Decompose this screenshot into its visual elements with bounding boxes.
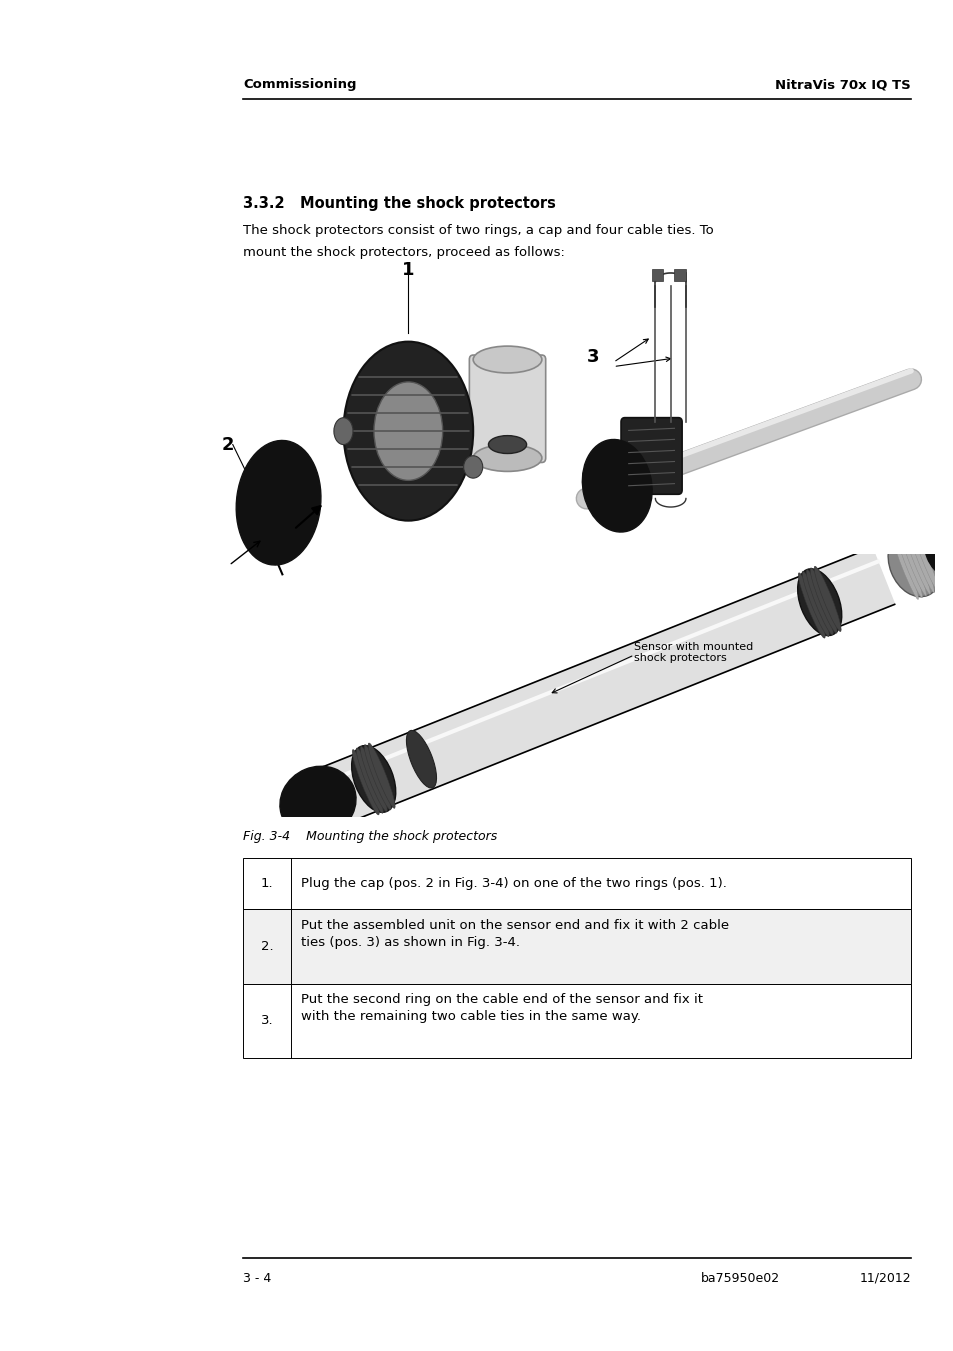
Ellipse shape	[352, 746, 395, 812]
Text: 2: 2	[221, 435, 233, 454]
Text: The shock protectors consist of two rings, a cap and four cable ties. To: The shock protectors consist of two ring…	[243, 224, 713, 238]
Text: Fig. 3-4    Mounting the shock protectors: Fig. 3-4 Mounting the shock protectors	[243, 830, 497, 843]
Text: 3.: 3.	[260, 1015, 274, 1027]
Text: NitraVis 70x IQ TS: NitraVis 70x IQ TS	[775, 78, 910, 92]
Text: Sensor with mounted
shock protectors: Sensor with mounted shock protectors	[634, 642, 753, 663]
Text: ba75950e02: ba75950e02	[700, 1273, 780, 1285]
Bar	[243, 858, 910, 909]
Ellipse shape	[891, 534, 918, 600]
Text: Commissioning: Commissioning	[243, 78, 356, 92]
Ellipse shape	[797, 569, 841, 635]
Ellipse shape	[798, 573, 824, 638]
Ellipse shape	[406, 731, 436, 788]
Ellipse shape	[805, 570, 832, 635]
Text: 11/2012: 11/2012	[859, 1273, 910, 1285]
Ellipse shape	[463, 455, 482, 478]
FancyBboxPatch shape	[620, 417, 681, 494]
Ellipse shape	[364, 744, 391, 809]
Ellipse shape	[473, 444, 541, 471]
Text: Put the second ring on the cable end of the sensor and fix it
with the remaining: Put the second ring on the cable end of …	[300, 993, 701, 1023]
Ellipse shape	[368, 743, 395, 808]
Ellipse shape	[374, 382, 442, 481]
Bar	[651, 269, 662, 281]
Text: 1.: 1.	[260, 877, 274, 890]
Ellipse shape	[488, 435, 526, 454]
Ellipse shape	[907, 528, 933, 593]
Ellipse shape	[903, 530, 929, 594]
Ellipse shape	[899, 531, 925, 596]
Text: Plug the cap (pos. 2 in Fig. 3-4) on one of the two rings (pos. 1).: Plug the cap (pos. 2 in Fig. 3-4) on one…	[300, 877, 725, 890]
Ellipse shape	[473, 346, 541, 373]
Text: 3: 3	[586, 349, 598, 366]
Bar	[243, 984, 910, 1058]
Ellipse shape	[923, 512, 953, 581]
Ellipse shape	[343, 342, 473, 520]
Ellipse shape	[279, 766, 355, 838]
Text: 1: 1	[401, 261, 415, 280]
Bar	[674, 269, 685, 281]
Ellipse shape	[887, 528, 942, 597]
Text: Put the assembled unit on the sensor end and fix it with 2 cable
ties (pos. 3) a: Put the assembled unit on the sensor end…	[300, 919, 728, 948]
Ellipse shape	[581, 439, 652, 532]
Ellipse shape	[360, 746, 387, 812]
Text: 3 - 4: 3 - 4	[243, 1273, 272, 1285]
Ellipse shape	[801, 571, 828, 636]
Ellipse shape	[355, 748, 383, 813]
Ellipse shape	[236, 440, 320, 565]
Ellipse shape	[911, 526, 938, 592]
Text: mount the shock protectors, proceed as follows:: mount the shock protectors, proceed as f…	[243, 246, 564, 259]
Ellipse shape	[813, 566, 841, 631]
Ellipse shape	[334, 417, 353, 444]
Ellipse shape	[809, 567, 837, 634]
Polygon shape	[322, 547, 894, 824]
Ellipse shape	[895, 532, 922, 597]
Ellipse shape	[352, 750, 378, 815]
Text: 3.3.2   Mounting the shock protectors: 3.3.2 Mounting the shock protectors	[243, 196, 556, 211]
Text: 2.: 2.	[260, 940, 274, 952]
FancyBboxPatch shape	[469, 355, 545, 462]
Bar	[243, 909, 910, 984]
